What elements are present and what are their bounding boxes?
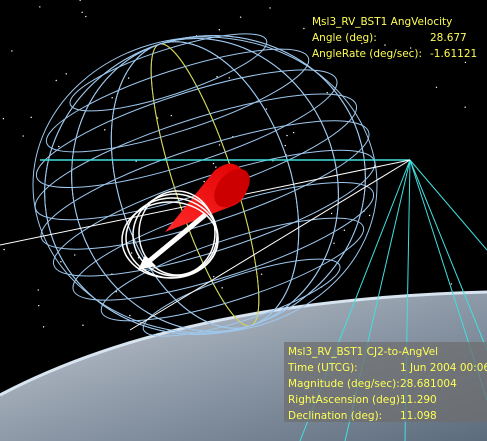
star: [115, 291, 117, 293]
vector-panel: Msl3_RV_BST1 CJ2-to-AngVel Time (UTCG): 1…: [284, 342, 487, 422]
star: [292, 131, 295, 134]
star: [326, 91, 328, 94]
star: [450, 283, 453, 285]
star: [2, 118, 5, 120]
star: [343, 229, 346, 231]
star: [30, 116, 32, 119]
star: [333, 242, 335, 244]
star: [104, 129, 106, 131]
star: [135, 160, 137, 162]
parallel: [69, 33, 268, 112]
panel-row: AngleRate (deg/sec): -1.61121: [312, 46, 477, 62]
cone-base: [214, 168, 250, 208]
row-value: 1 Jun 2004 00:06:23.01: [400, 362, 487, 374]
panel-row: Magnitude (deg/sec):28.681004: [288, 376, 487, 392]
star: [74, 254, 76, 256]
parallel: [45, 48, 310, 153]
star: [42, 326, 45, 328]
star: [216, 76, 218, 78]
arrow-head: [138, 255, 156, 270]
star: [212, 162, 215, 165]
star: [319, 24, 321, 26]
star: [260, 273, 263, 275]
star: [213, 275, 215, 278]
parallel: [52, 149, 376, 277]
star: [55, 79, 57, 82]
star: [39, 6, 41, 8]
star: [170, 114, 172, 117]
star: [330, 212, 333, 215]
row-label: Declination (deg):: [288, 410, 383, 422]
star: [218, 29, 221, 31]
star: [3, 248, 5, 251]
star: [58, 145, 60, 148]
row-value: -1.61121: [430, 48, 478, 60]
panel-row: Angle (deg): 28.677: [312, 30, 477, 46]
star: [286, 134, 288, 137]
row-label: AngleRate (deg/sec):: [312, 48, 423, 60]
star: [239, 16, 242, 18]
row-value: 11.098: [400, 410, 437, 422]
panel-row: Time (UTCG): 1 Jun 2004 00:06:23.01: [288, 360, 487, 376]
star: [464, 61, 467, 64]
star: [203, 180, 205, 183]
row-label: Time (UTCG):: [288, 362, 358, 374]
star: [284, 144, 286, 147]
panel-title: Msl3_RV_BST1 CJ2-to-AngVel: [288, 346, 439, 358]
star: [60, 261, 62, 263]
rate-rings: [121, 190, 219, 279]
star: [111, 96, 113, 99]
wireframe-sphere: [32, 33, 378, 337]
row-label: Magnitude (deg/sec):: [288, 378, 400, 390]
star: [81, 11, 83, 14]
star: [228, 77, 230, 79]
star: [361, 42, 363, 45]
star: [464, 106, 466, 108]
row-value: 28.681004: [400, 378, 457, 390]
star: [82, 324, 84, 326]
parallel: [142, 258, 341, 337]
panel-row: Declination (deg): 11.098: [288, 408, 487, 424]
vector-arrow: [146, 213, 207, 264]
meridian: [44, 35, 366, 335]
star: [265, 108, 268, 110]
star: [22, 135, 24, 137]
star: [215, 166, 217, 168]
panel-row: RightAscension (deg):11.290: [288, 392, 487, 408]
parallel: [40, 120, 370, 250]
star: [85, 15, 87, 18]
star: [129, 314, 131, 317]
star: [409, 47, 412, 49]
row-value: 11.290: [400, 394, 437, 406]
star: [11, 50, 13, 52]
star: [38, 304, 40, 307]
row-value: 28.677: [430, 32, 467, 44]
parallel: [100, 217, 365, 322]
star: [326, 51, 328, 53]
star: [130, 252, 133, 254]
earth-limb: [0, 290, 487, 397]
sphere-outline: [32, 36, 378, 334]
panel-title: Msl3_RV_BST1 AngVelocity: [312, 16, 453, 28]
white-line: [129, 159, 411, 331]
star: [303, 27, 305, 30]
star: [368, 214, 371, 217]
parallel: [35, 69, 338, 189]
star: [435, 86, 438, 88]
star: [65, 73, 67, 75]
star: [127, 77, 130, 79]
star: [218, 144, 221, 146]
star: [384, 44, 386, 46]
row-label: Angle (deg):: [312, 32, 377, 44]
star: [221, 287, 223, 289]
row-label: RightAscension (deg):: [288, 394, 404, 406]
star: [37, 289, 39, 291]
star: [156, 117, 159, 119]
angle-panel: Msl3_RV_BST1 AngVelocity Angle (deg): 28.…: [312, 14, 477, 62]
star: [79, 0, 81, 1]
star: [269, 7, 271, 9]
